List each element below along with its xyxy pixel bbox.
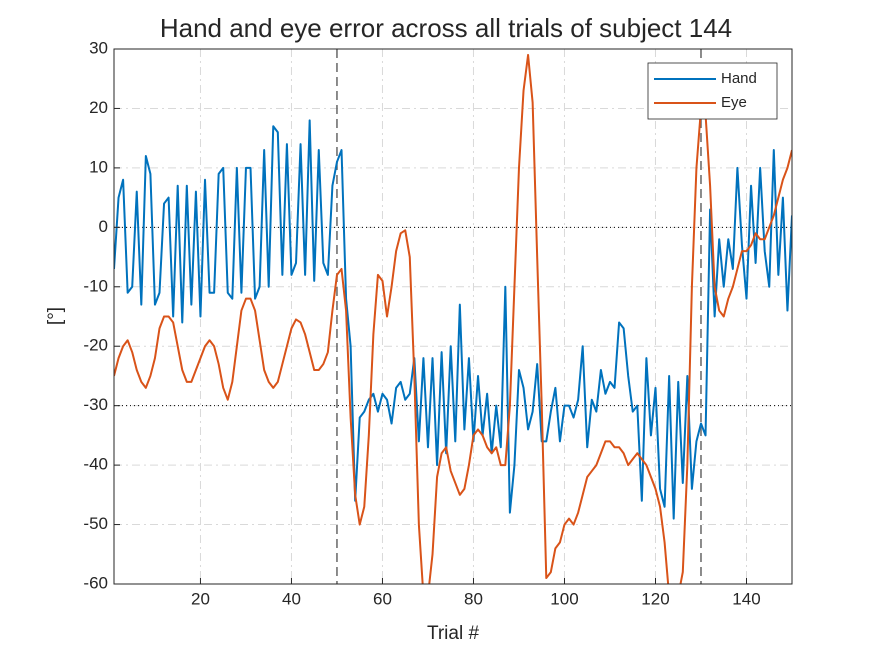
series-line <box>114 53 792 584</box>
y-tick-label: 20 <box>89 98 108 117</box>
legend-box <box>647 62 778 120</box>
y-tick-label: -20 <box>83 336 108 355</box>
plot-area <box>114 49 792 584</box>
series-line <box>114 119 792 520</box>
x-tick-label: 80 <box>464 589 483 608</box>
x-tick-label: 120 <box>641 589 669 608</box>
y-tick-label: -10 <box>83 276 108 295</box>
x-tick-label: 140 <box>732 589 760 608</box>
y-tick-label: 10 <box>89 157 108 176</box>
x-tick-label: 100 <box>550 589 578 608</box>
y-tick-label: -50 <box>83 514 108 533</box>
legend-label: Eye <box>721 94 747 111</box>
legend-label: Hand <box>721 70 757 87</box>
x-tick-label: 20 <box>191 589 210 608</box>
y-tick-label: 0 <box>99 217 108 236</box>
x-tick-label: 40 <box>282 589 301 608</box>
y-tick-label: -30 <box>83 395 108 414</box>
chart-title: Hand and eye error across all trials of … <box>160 13 732 43</box>
y-tick-label: -60 <box>83 573 108 592</box>
x-tick-label: 60 <box>373 589 392 608</box>
y-tick-label: 30 <box>89 38 108 57</box>
axes-box <box>113 48 793 585</box>
y-axis-label: [°] <box>45 307 66 325</box>
x-axis-label: Trial # <box>427 623 480 644</box>
y-tick-label: -40 <box>83 455 108 474</box>
